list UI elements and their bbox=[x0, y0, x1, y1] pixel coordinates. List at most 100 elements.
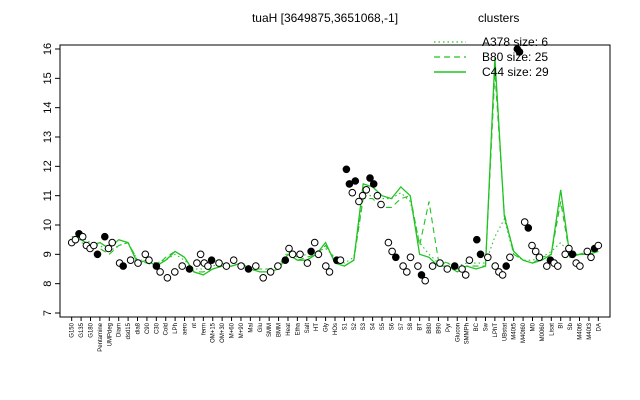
data-point bbox=[461, 271, 470, 279]
y-tick-label: 11 bbox=[42, 190, 54, 201]
x-tick-label: UBstat bbox=[502, 323, 508, 341]
x-tick-label: M40t5 bbox=[512, 322, 518, 339]
points-layer bbox=[67, 45, 603, 285]
data-point bbox=[355, 197, 363, 206]
x-tick-label: M0 bbox=[530, 322, 536, 331]
data-point bbox=[565, 244, 573, 253]
x-tick-label: LPh bbox=[173, 323, 179, 334]
data-point bbox=[450, 262, 459, 270]
chart-title: tuaH [3649875,3651068,-1] bbox=[252, 11, 398, 25]
data-point bbox=[90, 241, 98, 250]
data-point bbox=[358, 191, 367, 200]
x-tick-label: aero bbox=[183, 322, 189, 335]
data-point bbox=[185, 265, 194, 273]
legend-label: C44 size: 29 bbox=[482, 65, 549, 79]
data-point bbox=[342, 165, 351, 174]
data-point bbox=[362, 186, 371, 194]
data-point bbox=[561, 250, 570, 259]
x-tick-label: ferm bbox=[201, 323, 207, 335]
y-tick-label: 7 bbox=[42, 310, 54, 316]
y-tick-label: 16 bbox=[42, 43, 54, 55]
data-point bbox=[543, 262, 551, 270]
data-point bbox=[583, 247, 592, 256]
data-point bbox=[403, 268, 411, 276]
x-tick-label: Gly bbox=[324, 323, 330, 332]
x-tick-label: S3 bbox=[361, 322, 367, 330]
data-point bbox=[314, 250, 323, 259]
data-point bbox=[207, 256, 216, 265]
series-layer bbox=[71, 57, 599, 276]
data-point bbox=[336, 256, 345, 265]
data-point bbox=[587, 253, 595, 262]
x-tick-label: M40t6 bbox=[578, 322, 584, 339]
data-point bbox=[71, 235, 80, 244]
data-point bbox=[473, 235, 481, 244]
data-point bbox=[252, 262, 260, 270]
x-tick-label: C90 bbox=[145, 322, 151, 334]
y-tick-label: 14 bbox=[42, 102, 54, 114]
x-tick-label: Etha bbox=[295, 322, 301, 335]
x-tick-label: DA bbox=[596, 323, 602, 331]
x-tick-label: BT bbox=[418, 323, 424, 331]
data-point bbox=[274, 262, 282, 270]
plot-border bbox=[59, 44, 611, 318]
data-point bbox=[307, 247, 315, 256]
series-line-solid bbox=[71, 57, 599, 276]
x-tick-label: S8 bbox=[408, 322, 414, 330]
data-point bbox=[531, 247, 540, 256]
data-point bbox=[288, 250, 297, 259]
data-point bbox=[348, 188, 357, 197]
data-point bbox=[145, 256, 153, 265]
x-tick-label: HT bbox=[314, 323, 320, 331]
x-tick-label: S7 bbox=[399, 322, 405, 330]
data-point bbox=[528, 241, 536, 250]
data-point bbox=[259, 274, 268, 282]
x-tick-label: G180 bbox=[88, 322, 94, 337]
series-line-dashed bbox=[71, 72, 599, 273]
x-tick-label: Diam bbox=[117, 323, 123, 337]
data-point bbox=[126, 256, 135, 265]
legend-label: B80 size: 25 bbox=[482, 50, 548, 64]
x-tick-label: SMM bbox=[267, 323, 273, 337]
x-tick-label: SMMPh bbox=[465, 323, 471, 344]
data-point bbox=[491, 262, 500, 270]
data-point bbox=[392, 253, 400, 262]
data-point bbox=[244, 265, 253, 273]
legend-label: A378 size: 6 bbox=[482, 35, 548, 49]
x-tick-label: G150 bbox=[70, 322, 76, 337]
x-tick-label: HOs bbox=[333, 323, 339, 335]
x-axis: G150 G135 G180 Pentamine UMPdeg Diam dsd15 dia8… bbox=[70, 317, 602, 352]
data-point bbox=[215, 259, 223, 267]
x-tick-label: M0060 bbox=[540, 322, 546, 341]
y-tick-label: 10 bbox=[42, 219, 54, 231]
data-point bbox=[196, 250, 205, 259]
x-tick-label: M40t3 bbox=[587, 322, 593, 339]
data-point bbox=[285, 244, 293, 253]
data-point bbox=[388, 247, 396, 256]
x-tick-label: Sb bbox=[568, 322, 574, 330]
data-point bbox=[594, 241, 603, 250]
data-point bbox=[296, 250, 304, 259]
data-point bbox=[178, 262, 186, 270]
x-tick-label: S1 bbox=[342, 322, 348, 330]
x-tick-label: BMM bbox=[277, 323, 283, 337]
data-point bbox=[141, 250, 150, 259]
data-point bbox=[266, 268, 275, 276]
data-point bbox=[93, 250, 102, 259]
data-point bbox=[156, 268, 164, 276]
x-tick-label: C30 bbox=[154, 322, 160, 334]
data-point bbox=[163, 274, 172, 282]
data-point bbox=[476, 250, 485, 259]
data-point bbox=[535, 253, 544, 262]
x-tick-label: OM+15 bbox=[211, 322, 217, 343]
data-point bbox=[484, 253, 492, 262]
x-tick-label: B90 bbox=[436, 322, 442, 333]
x-tick-label: Mal bbox=[248, 323, 254, 333]
data-point bbox=[281, 256, 290, 265]
x-tick-label: Pentamine bbox=[98, 322, 104, 351]
data-point bbox=[568, 250, 577, 259]
x-tick-label: BC bbox=[474, 322, 480, 331]
legend-title: clusters bbox=[478, 11, 519, 25]
x-tick-label: BI bbox=[559, 323, 565, 329]
data-point bbox=[436, 259, 444, 267]
